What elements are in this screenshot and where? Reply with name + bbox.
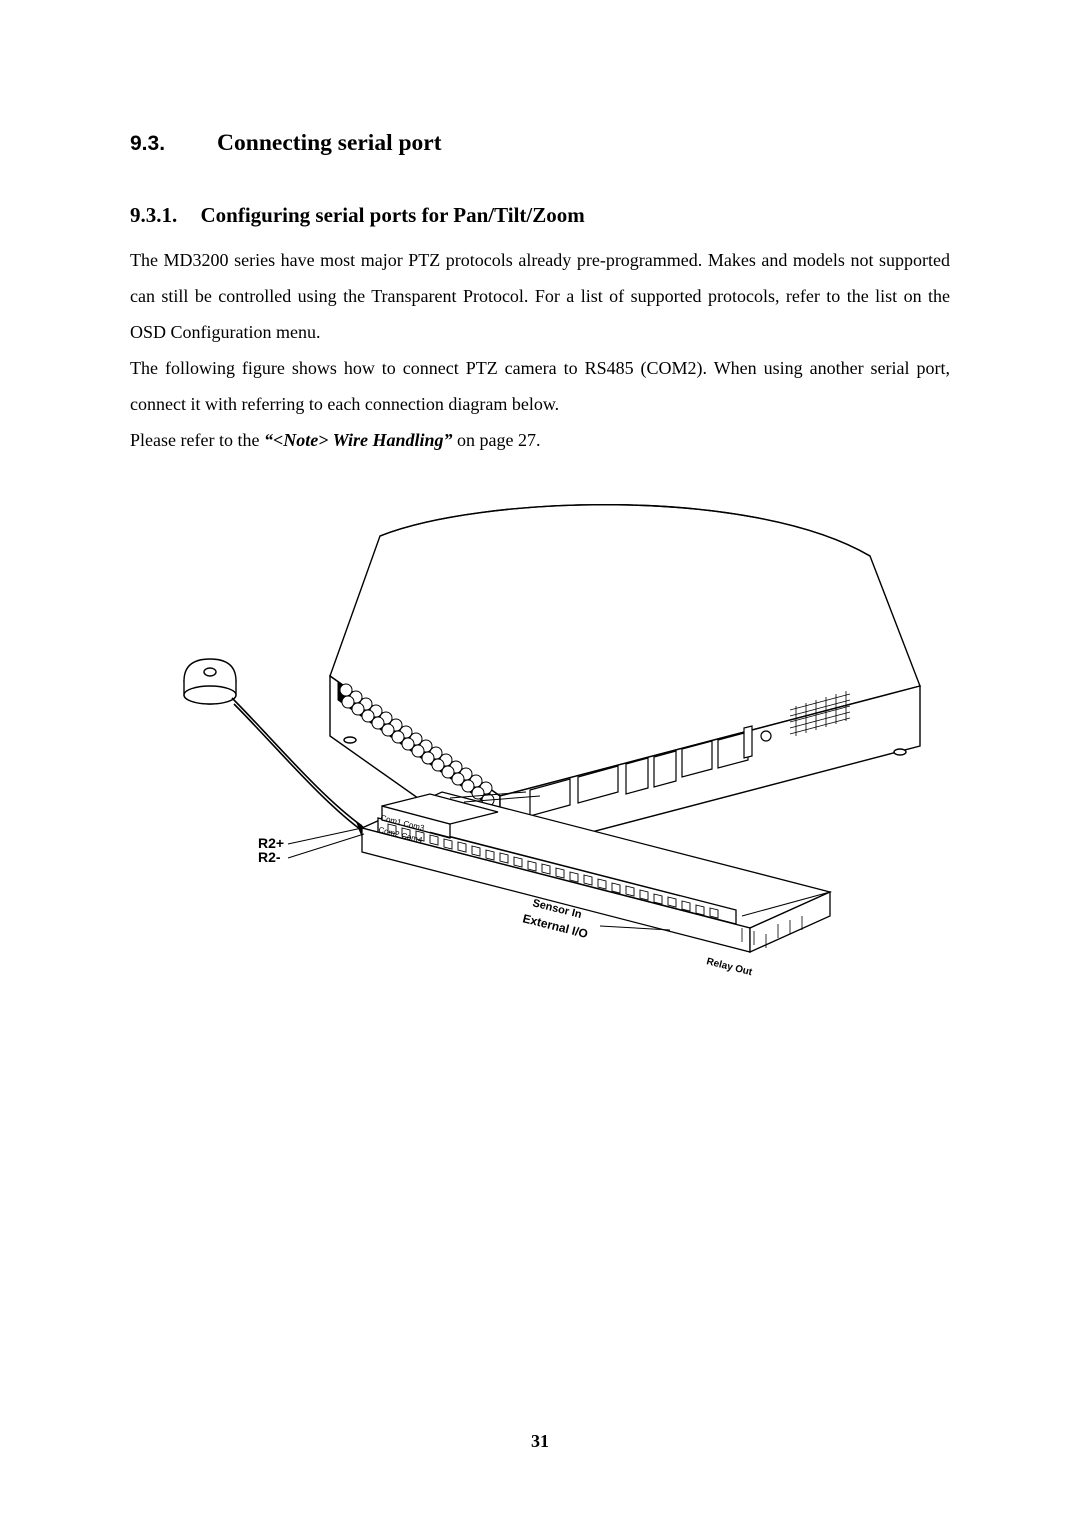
connection-figure: R2+ R2- Com1 Com3 Com2 Com4 Sensor In Ex… <box>130 476 950 1036</box>
paragraph-2: The following figure shows how to connec… <box>130 350 950 422</box>
subsection-number: 9.3.1. <box>130 203 177 228</box>
paragraph-3: Please refer to the “<Note> Wire Handlin… <box>130 422 950 458</box>
page-content: 9.3. Connecting serial port 9.3.1. Confi… <box>130 130 950 1036</box>
paragraph-1: The MD3200 series have most major PTZ pr… <box>130 242 950 350</box>
p3-prefix: Please refer to the <box>130 430 264 450</box>
subsection-heading: 9.3.1. Configuring serial ports for Pan/… <box>130 203 950 228</box>
body-text: The MD3200 series have most major PTZ pr… <box>130 242 950 458</box>
note-reference: “<Note> Wire Handling” <box>264 430 453 450</box>
ptz-camera-icon <box>184 659 236 704</box>
label-r2-minus: R2- <box>258 849 281 865</box>
section-number: 9.3. <box>130 132 165 156</box>
p3-suffix: on page 27. <box>452 430 540 450</box>
subsection-title: Configuring serial ports for Pan/Tilt/Zo… <box>201 203 585 228</box>
section-title: Connecting serial port <box>217 130 442 157</box>
label-relay-out: Relay Out <box>705 956 754 978</box>
section-heading: 9.3. Connecting serial port <box>130 130 950 157</box>
page-number: 31 <box>0 1431 1080 1452</box>
